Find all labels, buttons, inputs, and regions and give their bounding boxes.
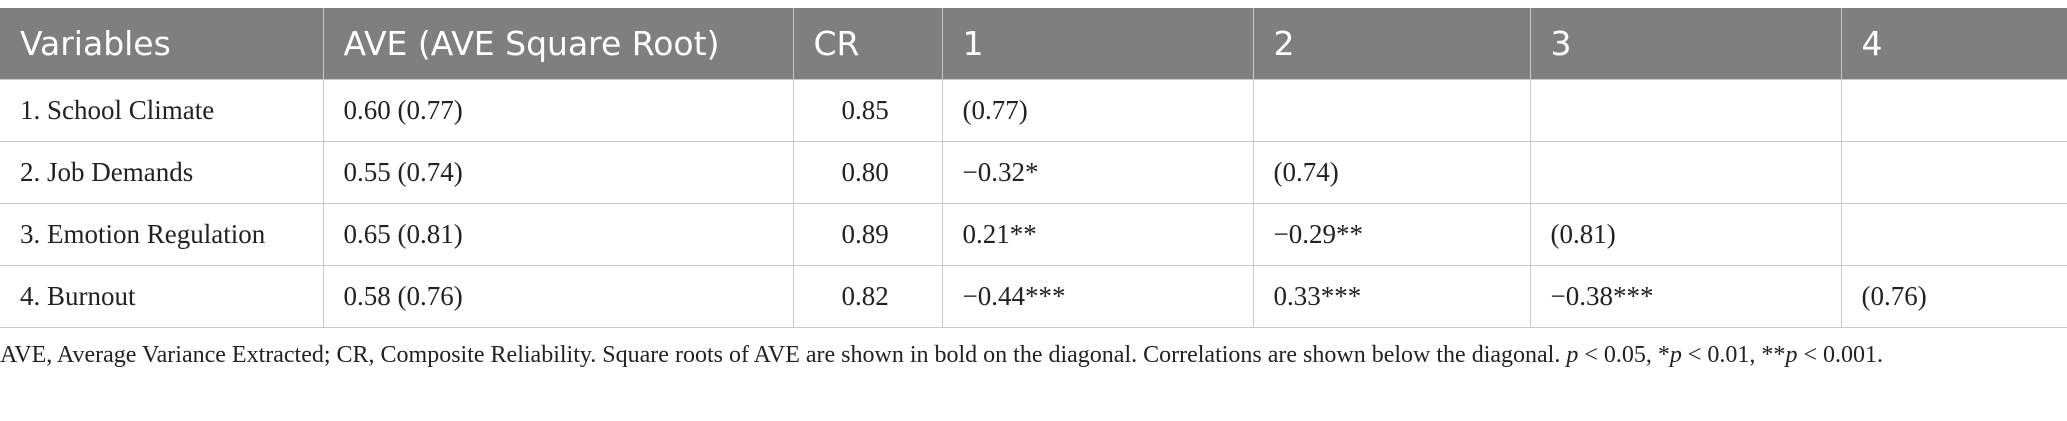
footnote-text: p — [1669, 342, 1682, 368]
table-cell: 2. Job Demands — [0, 141, 324, 204]
table-cell: −0.38*** — [1529, 265, 1842, 328]
footnote-text: < 0.01, ** — [1681, 342, 1786, 368]
header-cell: CR — [792, 8, 942, 80]
table-cell — [1840, 203, 2067, 266]
table-cell: 0.80 — [792, 141, 943, 204]
table-row: 4. Burnout 0.58 (0.76) 0.82 −0.44*** 0.33***… — [0, 265, 2067, 328]
header-cell: 2 — [1252, 8, 1530, 80]
table-cell: 0.58 (0.76) — [322, 265, 794, 328]
table-cell: 1. School Climate — [0, 79, 324, 142]
table-cell: 0.65 (0.81) — [322, 203, 794, 266]
table-row: 3. Emotion Regulation 0.65 (0.81) 0.89 0.21… — [0, 203, 2067, 266]
header-cell: 3 — [1529, 8, 1841, 80]
footnote-text: < 0.001. — [1797, 342, 1883, 368]
table-cell: −0.32* — [941, 141, 1254, 204]
table-body: 1. School Climate 0.60 (0.77) 0.85 (0.77) 2.… — [0, 79, 2067, 328]
table-cell: −0.29** — [1252, 203, 1531, 266]
table-row: 1. School Climate 0.60 (0.77) 0.85 (0.77) — [0, 79, 2067, 142]
table: Variables AVE (AVE Square Root) CR 1 2 3 4 1. … — [0, 8, 2067, 328]
footnote-text: < 0.05, * — [1578, 342, 1670, 368]
table-cell: (0.81) — [1529, 203, 1842, 266]
table-wrap: Variables AVE (AVE Square Root) CR 1 2 3 4 1. … — [0, 8, 2067, 328]
table-cell: 0.55 (0.74) — [322, 141, 794, 204]
table-cell: 4. Burnout — [0, 265, 324, 328]
table-cell: 0.85 — [792, 79, 943, 142]
header-cell: 4 — [1840, 8, 2067, 80]
footnote-text: AVE, Average Variance Extracted; CR, Com… — [0, 342, 1567, 368]
table-cell — [1529, 141, 1842, 204]
table-cell: (0.74) — [1252, 141, 1531, 204]
footnote-text: p — [1566, 342, 1579, 368]
table-cell: 0.82 — [792, 265, 943, 328]
header-cell: 1 — [941, 8, 1253, 80]
table-cell — [1529, 79, 1842, 142]
table-cell: 0.89 — [792, 203, 943, 266]
header-cell: Variables — [0, 8, 323, 80]
table-cell — [1840, 79, 2067, 142]
table-cell — [1252, 79, 1531, 142]
table-row: 2. Job Demands 0.55 (0.74) 0.80 −0.32* (0.74… — [0, 141, 2067, 204]
table-cell: (0.76) — [1840, 265, 2067, 328]
table-cell: 3. Emotion Regulation — [0, 203, 324, 266]
footnote-text: p — [1785, 342, 1798, 368]
header-row: Variables AVE (AVE Square Root) CR 1 2 3 4 — [0, 8, 2067, 80]
table-cell: 0.60 (0.77) — [322, 79, 794, 142]
table-cell: (0.77) — [941, 79, 1254, 142]
table-cell — [1840, 141, 2067, 204]
header-cell: AVE (AVE Square Root) — [322, 8, 793, 80]
footnote: AVE, Average Variance Extracted; CR, Com… — [0, 338, 2040, 373]
table-cell: 0.33*** — [1252, 265, 1531, 328]
table-cell: 0.21** — [941, 203, 1254, 266]
table-cell: −0.44*** — [941, 265, 1254, 328]
